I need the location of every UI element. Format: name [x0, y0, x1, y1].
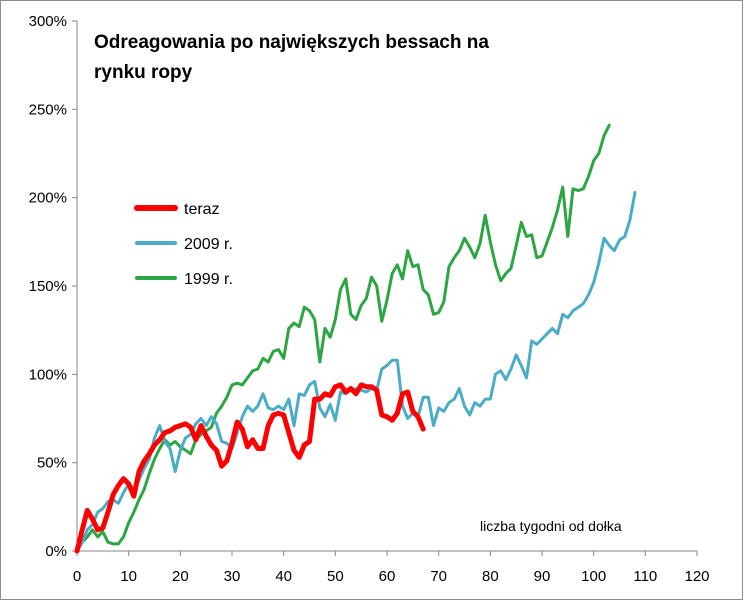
x-tick-label: 50: [327, 568, 344, 585]
series-line-teraz: [74, 382, 426, 554]
y-tick-label: 200%: [29, 190, 67, 207]
x-tick-label: 60: [379, 568, 396, 585]
x-tick-label: 120: [684, 568, 709, 585]
x-axis-annotation: liczba tygodni od dołka: [480, 518, 622, 534]
y-tick-label: 250%: [29, 101, 67, 118]
x-axis-ticks: 0 10 20 30 40 50 60 70 80 90 100 110 120: [73, 551, 710, 585]
series-line-2009-r: [75, 190, 637, 553]
series-layer: [74, 123, 637, 554]
y-tick-label: 300%: [29, 13, 67, 30]
x-tick-label: 110: [633, 568, 657, 585]
y-tick-label: 150%: [29, 278, 67, 295]
x-tick-label: 0: [73, 568, 81, 585]
x-tick-label: 30: [224, 568, 241, 585]
y-tick-label: 100%: [29, 366, 67, 383]
x-tick-label: 70: [430, 568, 447, 585]
legend-label-teraz: teraz: [184, 201, 220, 218]
x-tick-label: 10: [120, 568, 137, 585]
y-tick-label: 0%: [45, 543, 67, 560]
legend-label-2009-r: 2009 r.: [184, 236, 233, 253]
axes: [76, 21, 697, 552]
y-axis-ticks: 0% 50% 100% 150% 200% 250% 300%: [29, 13, 77, 560]
y-tick-label: 50%: [37, 455, 67, 472]
x-tick-label: 20: [172, 568, 189, 585]
series-line-1999-r: [75, 123, 611, 553]
x-tick-label: 80: [482, 568, 499, 585]
x-tick-label: 40: [275, 568, 292, 585]
x-tick-label: 100: [581, 568, 606, 585]
chart-title-line-1: Odreagowania po największych bessach na: [94, 32, 489, 53]
x-tick-label: 90: [534, 568, 551, 585]
legend: teraz 2009 r. 1999 r.: [134, 201, 233, 288]
legend-label-1999-r: 1999 r.: [184, 271, 233, 288]
chart-title-line-2: rynku ropy: [94, 62, 193, 83]
